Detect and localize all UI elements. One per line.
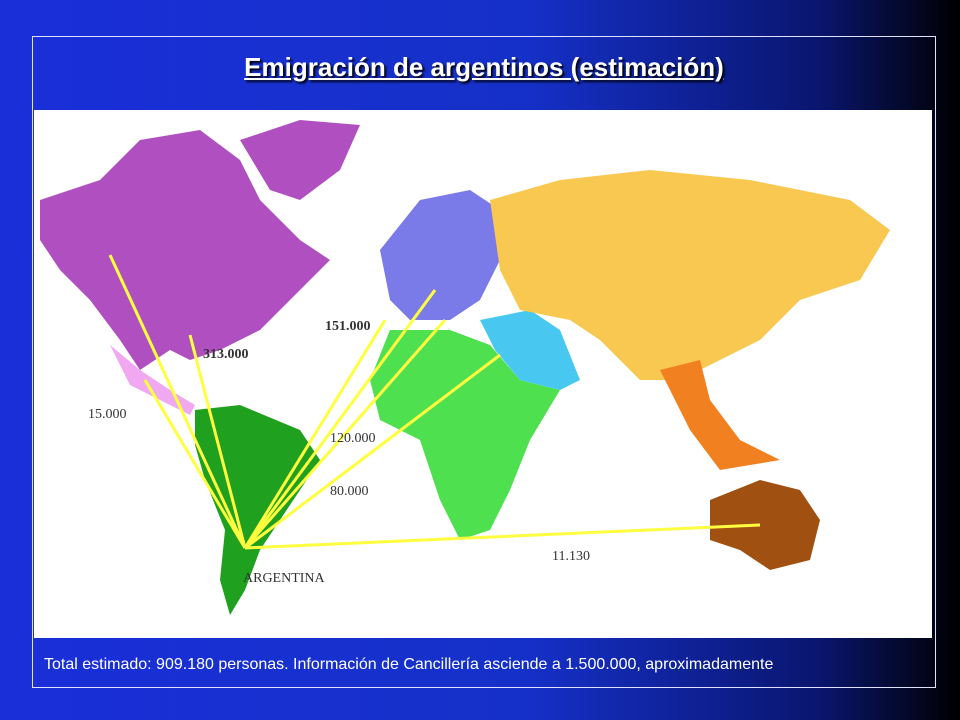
flow-label: 11.130 xyxy=(552,549,590,564)
southeast-asia xyxy=(660,360,780,470)
title: Emigración de argentinos (estimación) xyxy=(244,52,724,82)
south-america xyxy=(195,405,320,615)
flow-label: 313.000 xyxy=(203,347,249,362)
north-america xyxy=(40,130,330,370)
middle-east xyxy=(480,310,580,390)
arrow xyxy=(188,334,247,549)
arrow xyxy=(243,289,437,549)
arrow xyxy=(143,379,247,549)
flow-label: 80.000 xyxy=(330,484,369,499)
footer: Total estimado: 909.180 personas. Inform… xyxy=(44,656,774,673)
mexico xyxy=(110,345,195,415)
flow-label: 151.000 xyxy=(325,319,371,334)
origin-label: ARGENTINA xyxy=(243,571,326,586)
flow-label: 15.000 xyxy=(88,407,127,422)
arrow xyxy=(243,319,447,549)
arrow xyxy=(243,319,387,549)
world-map: 15.000 313.000 151.000 120.000 80.000 11… xyxy=(34,110,932,638)
australia xyxy=(710,480,820,570)
frame xyxy=(32,36,936,688)
flow-label: 120.000 xyxy=(330,431,376,446)
greenland xyxy=(240,120,360,200)
arrow xyxy=(108,254,247,549)
arrow xyxy=(244,523,761,550)
arrow xyxy=(244,353,501,550)
europe xyxy=(380,190,500,320)
asia xyxy=(490,170,890,380)
africa xyxy=(370,330,560,540)
flow-arrows xyxy=(108,254,761,550)
